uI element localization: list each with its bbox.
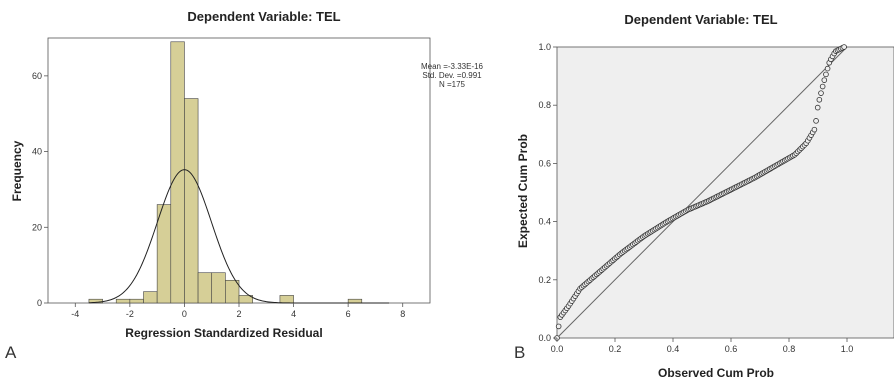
pp-point xyxy=(811,126,818,133)
panel-label-b: B xyxy=(514,343,525,362)
pp-x-tick-label: 1.0 xyxy=(841,344,854,354)
pp-y-axis-title: Expected Cum Prob xyxy=(516,134,530,248)
pp-plot-panel: Dependent Variable: TEL 0.0 0.2 0.4 0.6 0.8 1… xyxy=(514,12,894,380)
pp-point xyxy=(821,77,828,83)
histogram-bar xyxy=(129,298,144,304)
histogram-bar xyxy=(115,298,131,304)
pp-point xyxy=(555,323,562,330)
pp-x-tick-label: 0.8 xyxy=(783,344,796,354)
histogram-y-ticks: 0 20 40 60 xyxy=(32,71,48,308)
pp-point xyxy=(814,104,821,111)
pp-y-tick-label: 0.2 xyxy=(538,275,551,285)
pp-points xyxy=(554,44,847,341)
histogram-y-tick-label: 0 xyxy=(37,298,42,308)
stats-std-dev: Std. Dev. =0.991 xyxy=(422,71,482,80)
histogram-x-axis-title: Regression Standardized Residual xyxy=(125,326,322,340)
pp-x-axis-title: Observed Cum Prob xyxy=(658,366,774,380)
histogram-bar xyxy=(88,298,103,304)
histogram-bar xyxy=(143,291,158,304)
histogram-x-tick-label: 0 xyxy=(182,309,187,319)
pp-x-ticks: 0.0 0.2 0.4 0.6 0.8 1.0 xyxy=(551,338,854,354)
pp-y-ticks: 0.0 0.2 0.4 0.6 0.8 1.0 xyxy=(538,42,557,343)
reference-line xyxy=(556,46,848,339)
pp-x-tick-label: 0.6 xyxy=(725,344,738,354)
histogram-bar xyxy=(225,279,240,304)
histogram-x-tick-label: 6 xyxy=(346,309,351,319)
histogram-x-tick-label: 4 xyxy=(291,309,296,319)
panel-label-a: A xyxy=(5,343,17,362)
histogram-bar xyxy=(347,298,363,304)
histogram-y-tick-label: 20 xyxy=(32,222,42,232)
stats-n: N =175 xyxy=(439,80,466,89)
pp-point xyxy=(823,71,829,78)
histogram-x-tick-label: 2 xyxy=(236,309,241,319)
stats-mean: Mean =-3.33E-16 xyxy=(421,62,484,71)
pp-x-tick-label: 0.4 xyxy=(667,344,680,354)
pp-y-tick-label: 0.6 xyxy=(538,158,551,168)
histogram-x-tick-label: -4 xyxy=(71,309,79,319)
pp-point xyxy=(841,44,847,50)
histogram-bar xyxy=(170,41,185,304)
pp-y-tick-label: 0.8 xyxy=(538,100,551,110)
histogram-x-ticks: -4 -2 0 2 4 6 8 xyxy=(71,303,405,319)
histogram-panel: Dependent Variable: TEL -4 -2 0 2 4 6 8 0 20 40 6… xyxy=(5,9,484,362)
histogram-plot-area xyxy=(47,37,431,304)
histogram-bar xyxy=(238,295,253,304)
pp-y-tick-label: 0.0 xyxy=(538,333,551,343)
histogram-bar xyxy=(279,295,294,304)
histogram-bar xyxy=(211,272,226,304)
pp-x-tick-label: 0.0 xyxy=(551,344,564,354)
pp-x-tick-label: 0.2 xyxy=(609,344,622,354)
histogram-bars xyxy=(88,41,363,304)
pp-point xyxy=(813,118,819,124)
pp-point xyxy=(819,83,826,90)
histogram-y-tick-label: 40 xyxy=(32,147,42,157)
histogram-x-tick-label: 8 xyxy=(400,309,405,319)
normal-curve xyxy=(88,169,390,304)
histogram-y-tick-label: 60 xyxy=(32,71,42,81)
pp-point xyxy=(818,90,824,96)
histogram-y-axis-title: Frequency xyxy=(10,140,24,201)
pp-point xyxy=(824,65,831,72)
histogram-bar xyxy=(197,272,213,304)
pp-y-tick-label: 0.4 xyxy=(538,217,551,227)
histogram-bar xyxy=(156,204,172,304)
pp-plot-title: Dependent Variable: TEL xyxy=(624,12,777,27)
pp-point xyxy=(816,96,823,103)
histogram-bar xyxy=(184,98,199,304)
histogram-title: Dependent Variable: TEL xyxy=(187,9,340,24)
histogram-x-tick-label: -2 xyxy=(126,309,134,319)
pp-y-tick-label: 1.0 xyxy=(538,42,551,52)
